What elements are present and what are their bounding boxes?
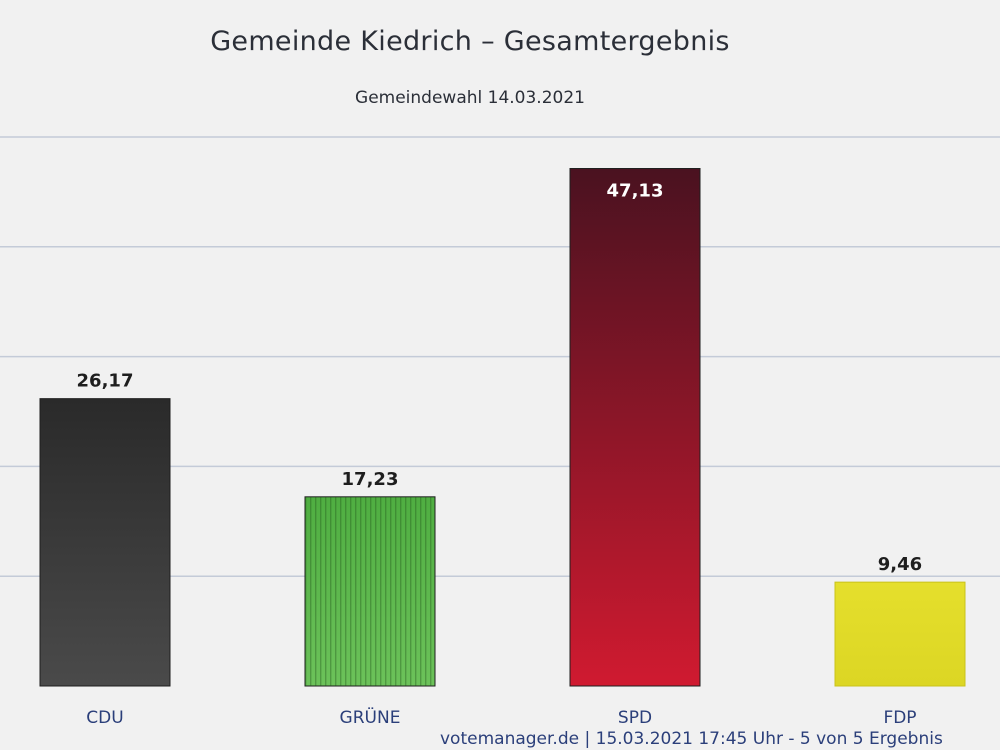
category-label: CDU [86,708,123,728]
bar-spd[interactable] [569,168,701,687]
bar-fdp[interactable] [834,581,966,687]
value-label: 9,46 [878,554,922,575]
value-label: 17,23 [342,469,399,490]
chart-subtitle: Gemeindewahl 14.03.2021 [355,88,585,108]
source-footer: votemanager.de | 15.03.2021 17:45 Uhr - … [440,729,943,749]
bar-cdu[interactable] [39,398,171,687]
value-label: 26,17 [77,371,134,392]
chart-title: Gemeinde Kiedrich – Gesamtergebnis [210,26,730,57]
bar-texture [305,496,435,686]
category-label: SPD [618,708,652,728]
category-label: FDP [883,708,916,728]
value-label: 47,13 [607,181,664,202]
category-label: GRÜNE [340,706,401,728]
